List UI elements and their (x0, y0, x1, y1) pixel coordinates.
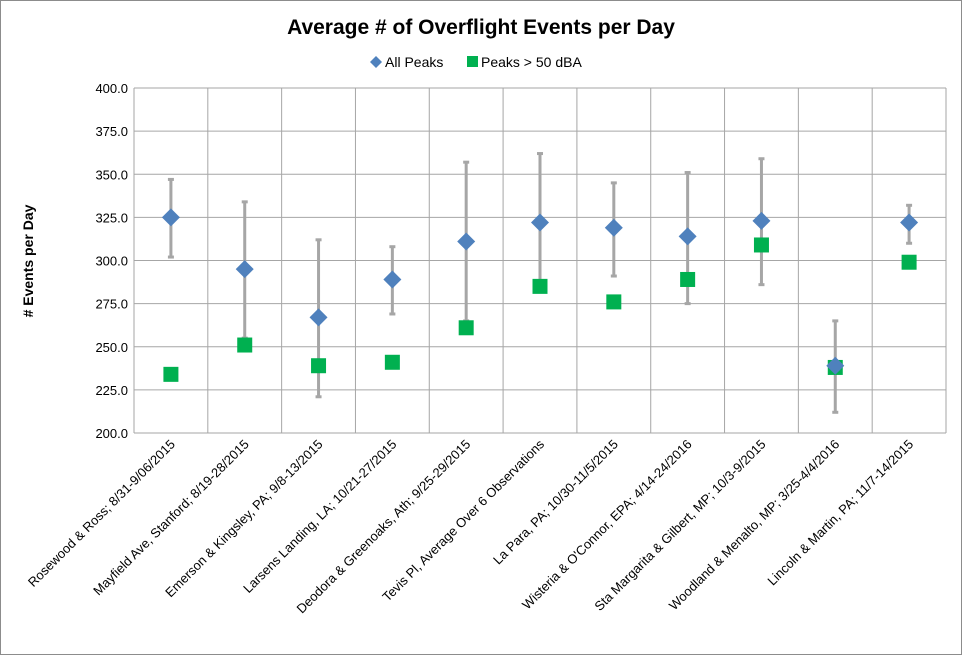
series-all-peaks (161, 208, 919, 375)
peaks-50dba-point (532, 278, 548, 294)
all-peaks-point (678, 227, 697, 246)
chart-title: Average # of Overflight Events per Day (287, 16, 675, 39)
legend-label-peaks-50dba: Peaks > 50 dBA (481, 54, 582, 70)
x-tick-label: Rosewood & Ross; 8/31-9/06/2015 (25, 437, 178, 590)
x-tick-label: Emerson & Kingsley, PA; 9/8-13/2015 (162, 437, 326, 601)
all-peaks-point (383, 270, 402, 289)
legend-marker-peaks-50dba (467, 56, 478, 67)
y-tick-labels: 200.0 225.0 250.0 275.0 300.0 325.0 350.0 375.0… (95, 81, 128, 441)
legend: All Peaks Peaks > 50 dBA (370, 54, 582, 70)
y-tick-label: 200.0 (95, 426, 128, 441)
y-tick-label: 275.0 (95, 297, 128, 312)
all-peaks-point (531, 213, 549, 232)
x-tick-label: Tevis Pl, Average Over 6 Observations (379, 436, 547, 604)
legend-label-all-peaks: All Peaks (385, 54, 443, 70)
x-tick-label: Mayfield Ave, Stanford; 8/19-28/2015 (90, 437, 252, 599)
all-peaks-point (235, 260, 254, 279)
y-tick-label: 400.0 (95, 81, 128, 96)
peaks-50dba-point (237, 337, 253, 353)
gridlines (133, 87, 947, 434)
x-tick-label: Wisteria & O'Connor, EPA; 4/14-24/2016 (519, 437, 695, 613)
y-tick-label: 300.0 (95, 254, 128, 269)
peaks-50dba-point (384, 354, 400, 370)
x-tick-label: Lincoln & Martin, PA; 11/7-14/2015 (764, 437, 916, 589)
all-peaks-point (309, 308, 328, 327)
peaks-50dba-point (311, 358, 327, 374)
all-peaks-point (457, 232, 476, 251)
all-peaks-point (752, 211, 771, 230)
y-tick-label: 375.0 (95, 124, 128, 139)
x-tick-label: La Para, PA; 10/30-11/5/2015 (490, 437, 621, 568)
x-tick-labels: Rosewood & Ross; 8/31-9/06/2015Mayfield … (25, 436, 916, 616)
peaks-50dba-point (163, 366, 179, 382)
peaks-50dba-point (458, 320, 474, 336)
all-peaks-point (161, 208, 180, 227)
legend-marker-all-peaks (370, 56, 382, 68)
series-peaks-50dba (163, 237, 917, 382)
y-tick-label: 325.0 (95, 210, 128, 225)
all-peaks-point (826, 356, 845, 375)
x-tick-label: Woodland & Menalto, MP; 3/25-4/4/2016 (666, 437, 843, 614)
y-tick-label: 225.0 (95, 383, 128, 398)
peaks-50dba-point (606, 294, 622, 310)
peaks-50dba-point (753, 237, 769, 253)
y-axis-label: # Events per Day (20, 204, 36, 317)
all-peaks-point (900, 213, 919, 232)
all-peaks-point (604, 218, 623, 237)
peaks-50dba-point (680, 271, 696, 287)
x-tick-label: Larsens Landing, LA; 10/21-27/2015 (240, 437, 399, 596)
y-tick-label: 350.0 (95, 167, 128, 182)
peaks-50dba-point (901, 254, 917, 270)
y-tick-label: 250.0 (95, 340, 128, 355)
